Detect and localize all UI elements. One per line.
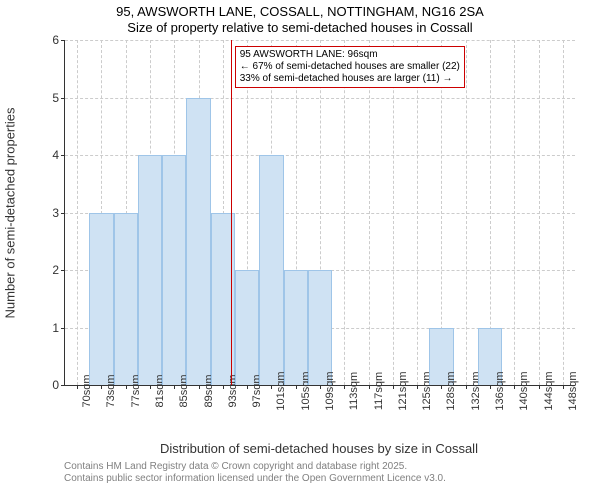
ytick-mark	[61, 385, 65, 386]
xtick-mark	[369, 385, 370, 389]
xtick-mark	[320, 385, 321, 389]
histogram-bar	[162, 155, 186, 385]
ytick-mark	[61, 155, 65, 156]
attribution-line2: Contains public sector information licen…	[64, 473, 446, 485]
ytick-mark	[61, 328, 65, 329]
xtick-label: 121sqm	[397, 371, 409, 410]
attribution-line1: Contains HM Land Registry data © Crown c…	[64, 461, 446, 473]
ytick-label: 2	[52, 263, 59, 277]
chart-title-line2: Size of property relative to semi-detach…	[0, 20, 600, 35]
annotation-line: 95 AWSWORTH LANE: 96sqm	[240, 49, 460, 61]
ytick-mark	[61, 213, 65, 214]
xtick-mark	[126, 385, 127, 389]
histogram-bar	[89, 213, 113, 386]
chart-title-line1: 95, AWSWORTH LANE, COSSALL, NOTTINGHAM, …	[0, 4, 600, 19]
xtick-mark	[417, 385, 418, 389]
annotation-line: ← 67% of semi-detached houses are smalle…	[240, 61, 460, 73]
xtick-label: 128sqm	[445, 371, 457, 410]
xtick-mark	[393, 385, 394, 389]
ytick-mark	[61, 40, 65, 41]
histogram-bar	[259, 155, 283, 385]
xtick-mark	[174, 385, 175, 389]
xtick-label: 144sqm	[543, 371, 555, 410]
xtick-mark	[344, 385, 345, 389]
gridline-vertical	[77, 40, 78, 385]
xtick-mark	[490, 385, 491, 389]
gridline-vertical	[393, 40, 394, 385]
ytick-label: 1	[52, 321, 59, 335]
gridline-vertical	[563, 40, 564, 385]
ytick-mark	[61, 98, 65, 99]
annotation-line: 33% of semi-detached houses are larger (…	[240, 73, 460, 85]
ytick-label: 6	[52, 33, 59, 47]
histogram-bar	[308, 270, 332, 385]
xtick-mark	[539, 385, 540, 389]
ytick-label: 4	[52, 148, 59, 162]
attribution-text: Contains HM Land Registry data © Crown c…	[64, 461, 446, 485]
gridline-vertical	[344, 40, 345, 385]
histogram-bar	[114, 213, 138, 386]
histogram-bar	[284, 270, 308, 385]
xtick-label: 136sqm	[494, 371, 506, 410]
gridline-vertical	[514, 40, 515, 385]
gridline-vertical	[417, 40, 418, 385]
plot-area: 012345670sqm73sqm77sqm81sqm85sqm89sqm93s…	[64, 40, 575, 386]
gridline-vertical	[466, 40, 467, 385]
ytick-label: 3	[52, 206, 59, 220]
ytick-label: 0	[52, 378, 59, 392]
chart-container: 95, AWSWORTH LANE, COSSALL, NOTTINGHAM, …	[0, 0, 600, 500]
histogram-bar	[186, 98, 210, 386]
ytick-mark	[61, 270, 65, 271]
xtick-mark	[150, 385, 151, 389]
xtick-label: 117sqm	[373, 372, 385, 410]
y-axis-label: Number of semi-detached properties	[3, 107, 18, 318]
xtick-label: 113sqm	[348, 372, 360, 410]
histogram-bar	[138, 155, 162, 385]
xtick-mark	[199, 385, 200, 389]
gridline-vertical	[539, 40, 540, 385]
xtick-mark	[514, 385, 515, 389]
xtick-mark	[271, 385, 272, 389]
xtick-label: 140sqm	[518, 371, 530, 410]
annotation-box: 95 AWSWORTH LANE: 96sqm← 67% of semi-det…	[235, 46, 465, 88]
xtick-mark	[101, 385, 102, 389]
gridline-vertical	[369, 40, 370, 385]
xtick-label: 109sqm	[324, 371, 336, 410]
xtick-mark	[441, 385, 442, 389]
reference-line	[231, 40, 232, 385]
histogram-bar	[235, 270, 259, 385]
x-axis-label: Distribution of semi-detached houses by …	[64, 441, 574, 456]
ytick-label: 5	[52, 91, 59, 105]
xtick-mark	[466, 385, 467, 389]
xtick-mark	[77, 385, 78, 389]
xtick-label: 148sqm	[567, 371, 579, 410]
xtick-mark	[563, 385, 564, 389]
xtick-mark	[223, 385, 224, 389]
xtick-mark	[247, 385, 248, 389]
xtick-mark	[296, 385, 297, 389]
